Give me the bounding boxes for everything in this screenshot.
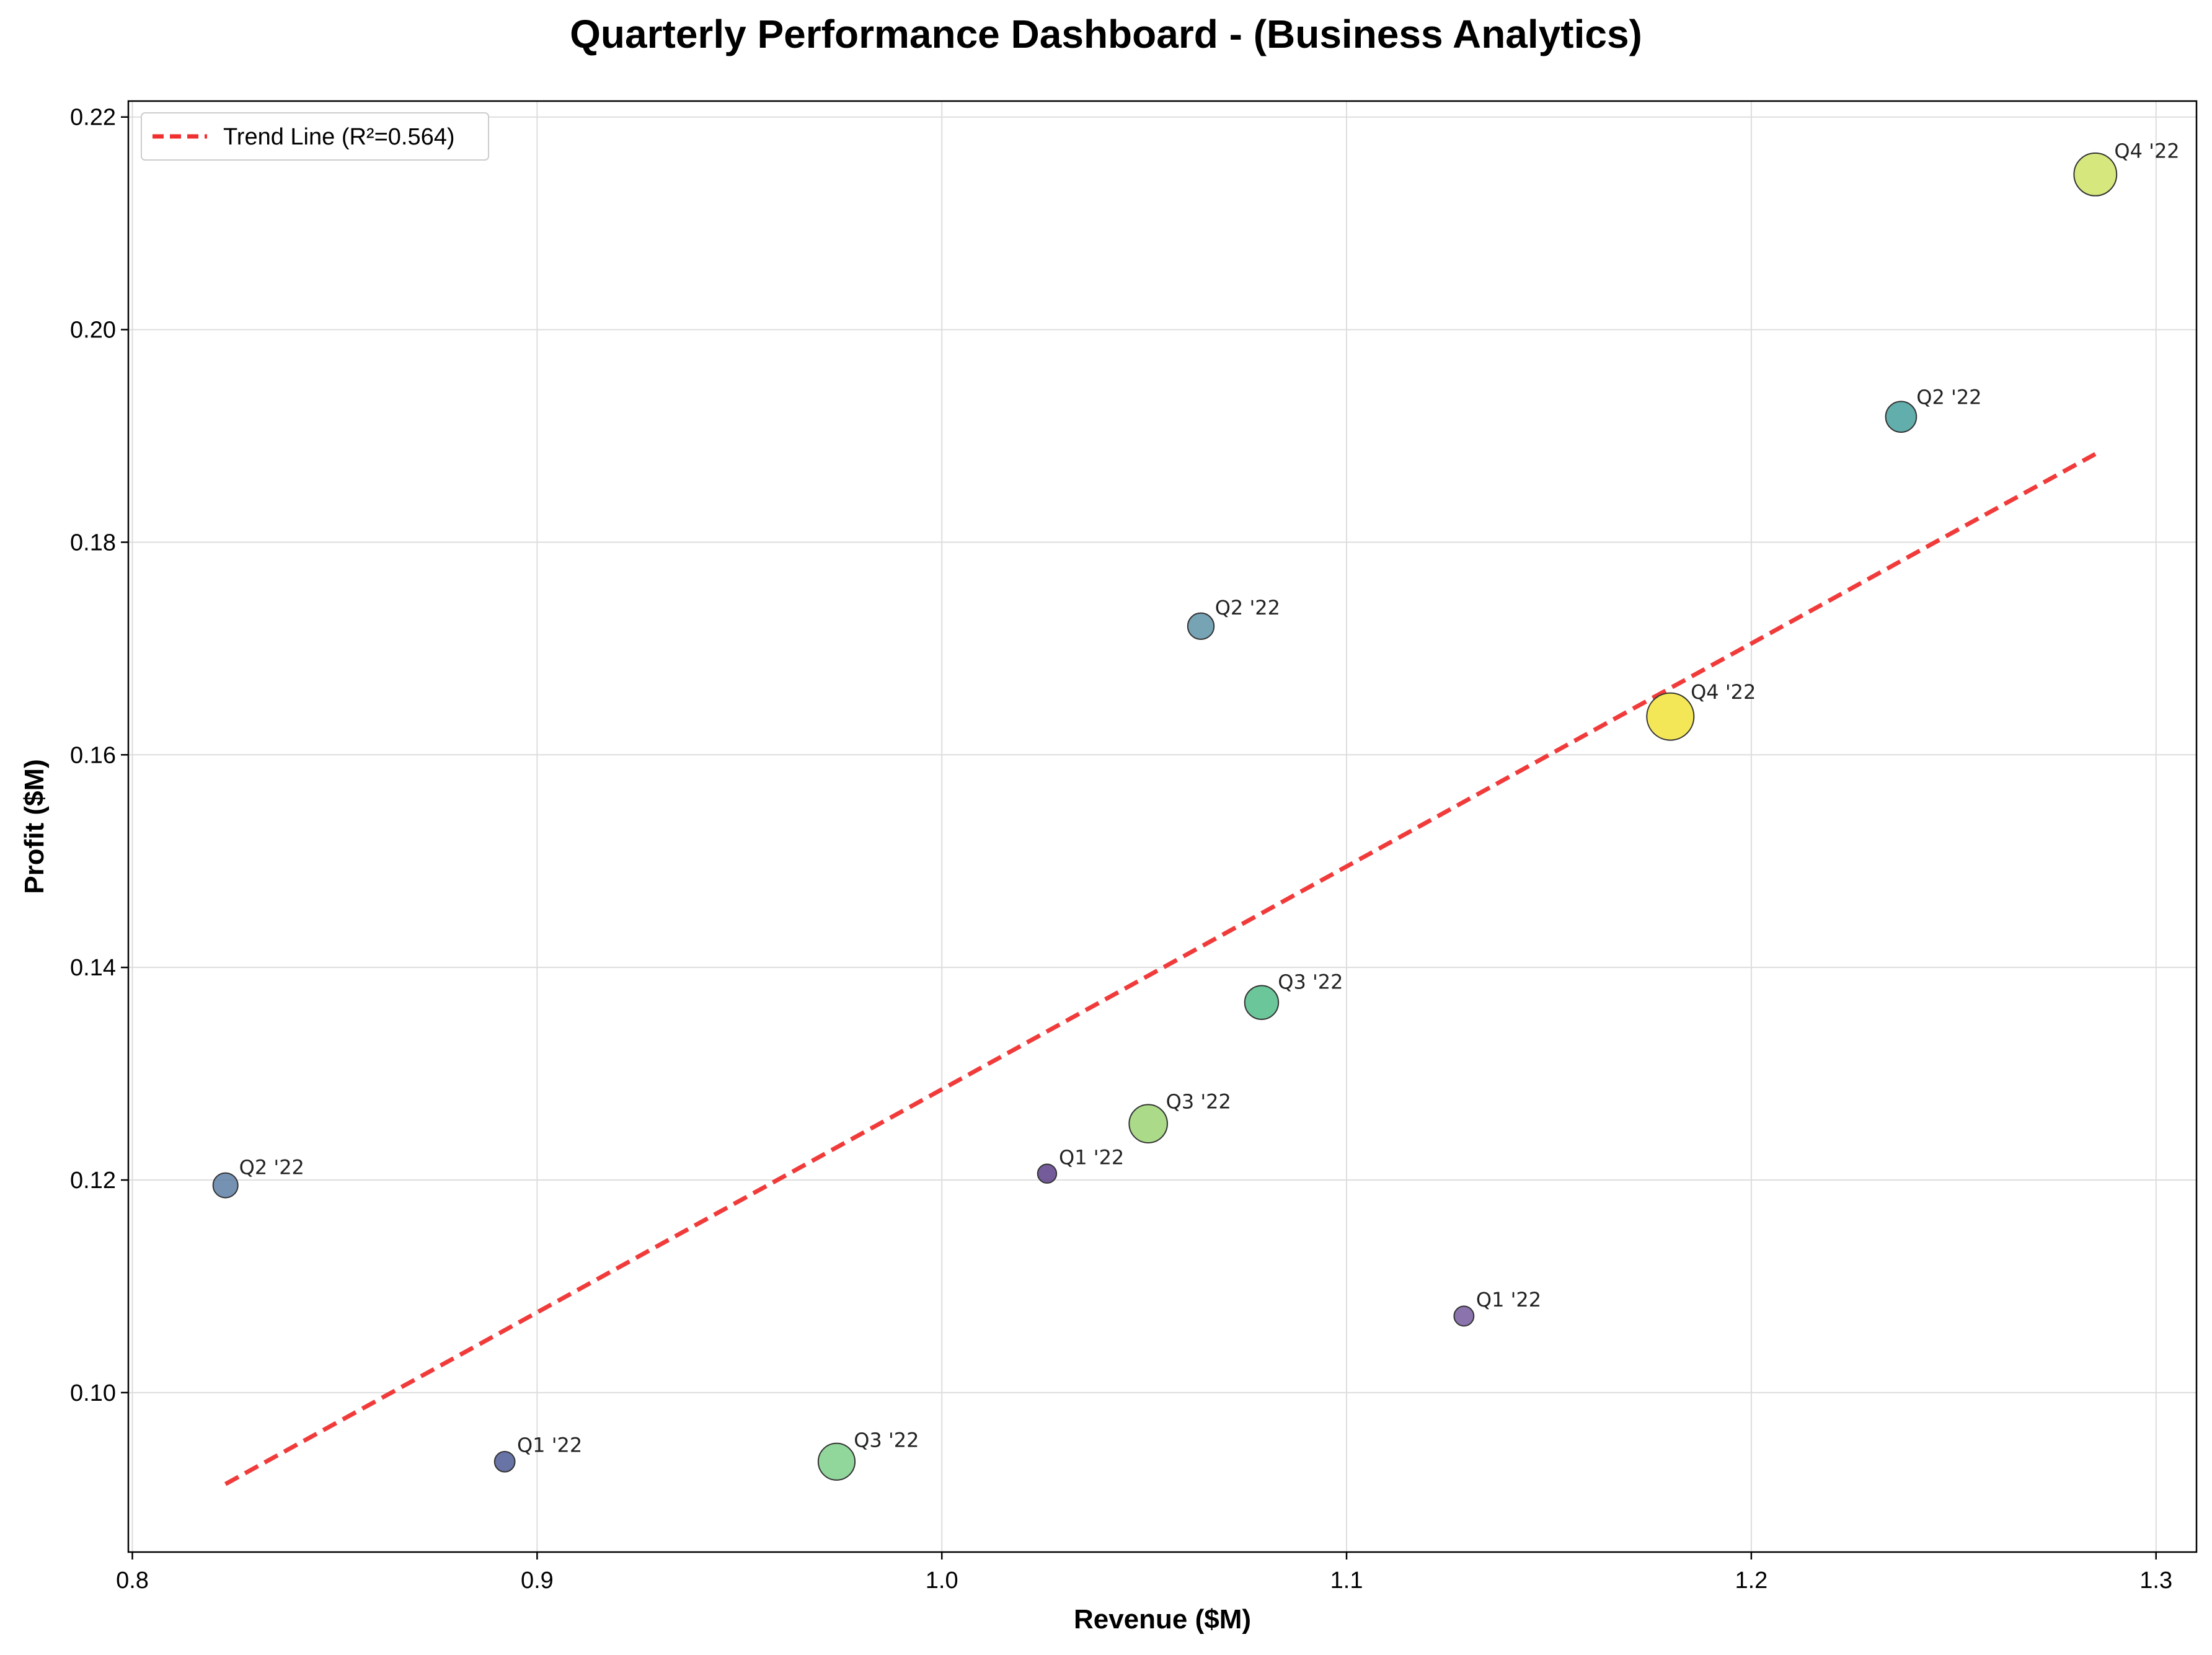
data-point bbox=[2073, 152, 2118, 197]
y-tick-label: 0.18 bbox=[70, 530, 116, 556]
y-tick-label: 0.22 bbox=[70, 105, 116, 131]
point-label: Q3 '22 bbox=[1166, 1090, 1231, 1114]
point-label: Q3 '22 bbox=[1278, 970, 1343, 993]
legend-box bbox=[141, 112, 489, 161]
point-label: Q2 '22 bbox=[1215, 596, 1280, 619]
x-tick-label: 0.8 bbox=[116, 1568, 149, 1594]
grid bbox=[128, 101, 2197, 1552]
x-tick-label: 1.1 bbox=[1330, 1568, 1363, 1594]
point-label: Q4 '22 bbox=[1691, 680, 1756, 704]
y-tick-label: 0.16 bbox=[70, 742, 116, 768]
y-tick-label: 0.14 bbox=[70, 955, 116, 981]
data-point bbox=[212, 1172, 239, 1199]
legend-trend-label: Trend Line (R²=0.564) bbox=[223, 124, 455, 150]
plot-area-frame bbox=[127, 100, 2198, 1553]
y-tick-label: 0.20 bbox=[70, 317, 116, 344]
data-point bbox=[1037, 1163, 1058, 1184]
data-point bbox=[1128, 1104, 1168, 1143]
y-tick-label: 0.10 bbox=[70, 1380, 116, 1406]
data-point bbox=[817, 1442, 856, 1481]
x-tick-label: 1.0 bbox=[926, 1568, 958, 1594]
data-point bbox=[1187, 612, 1215, 641]
point-label: Q3 '22 bbox=[854, 1429, 919, 1452]
data-point bbox=[1453, 1305, 1475, 1327]
point-label: Q4 '22 bbox=[2114, 140, 2179, 163]
legend: Trend Line (R²=0.564) bbox=[141, 112, 489, 161]
point-label: Q1 '22 bbox=[1476, 1288, 1541, 1311]
data-points: Q2 '22 Q1 '22 Q3 '22 Q1 '22 Q3 '22 Q2 '22 Q3 '… bbox=[212, 140, 2180, 1481]
y-tick-label: 0.12 bbox=[70, 1168, 116, 1194]
point-label: Q1 '22 bbox=[1059, 1146, 1124, 1169]
data-point bbox=[1244, 985, 1280, 1020]
data-point bbox=[493, 1450, 516, 1473]
point-label: Q2 '22 bbox=[239, 1156, 304, 1179]
chart-title: Quarterly Performance Dashboard - (Busin… bbox=[570, 12, 1642, 56]
y-axis-label: Profit ($M) bbox=[19, 759, 50, 894]
x-axis-label: Revenue ($M) bbox=[1074, 1604, 1251, 1635]
data-point bbox=[1646, 692, 1695, 741]
x-tick-label: 1.3 bbox=[2139, 1568, 2172, 1594]
point-label: Q1 '22 bbox=[517, 1433, 582, 1457]
point-label: Q2 '22 bbox=[1916, 385, 1981, 409]
data-point bbox=[1885, 401, 1918, 433]
x-tick-label: 1.2 bbox=[1735, 1568, 1767, 1594]
x-tick-label: 0.9 bbox=[521, 1568, 554, 1594]
x-ticks: 0.8 0.9 1.0 1.1 1.2 1.3 bbox=[116, 1552, 2172, 1594]
y-ticks: 0.10 0.12 0.14 0.16 0.18 0.20 0.22 bbox=[70, 105, 128, 1406]
